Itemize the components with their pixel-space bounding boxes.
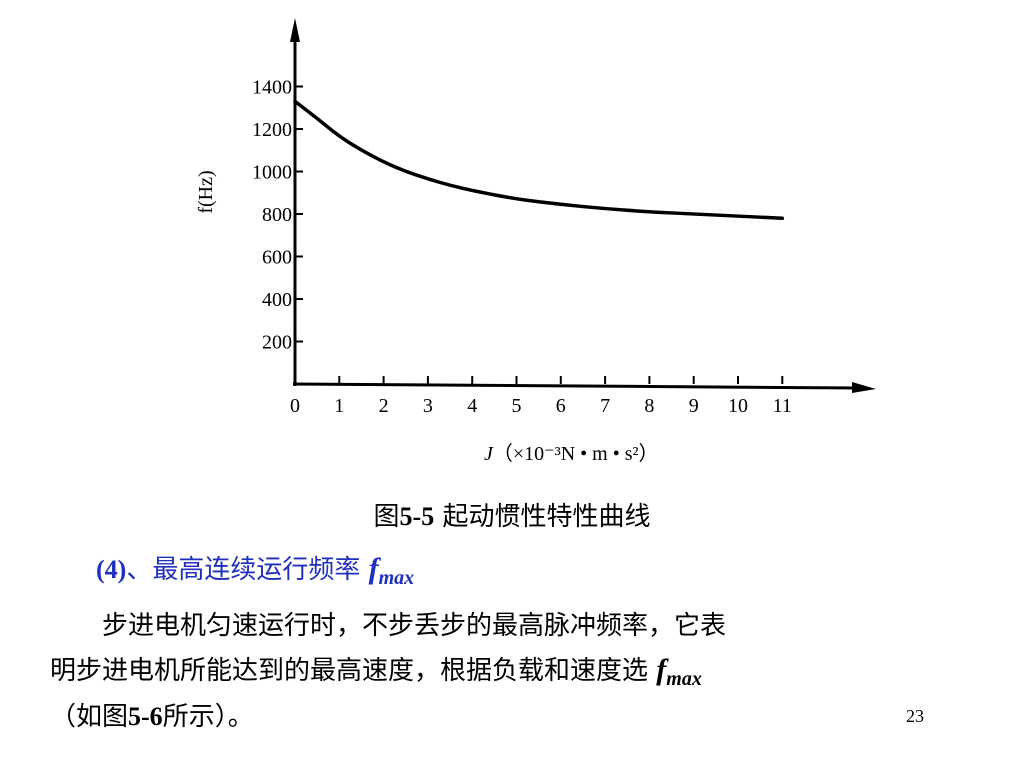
paragraph-line-2-text: 明步进电机所能达到的最高速度，根据负载和速度选 — [50, 656, 657, 686]
figure-caption: 图5-5 起动惯性特性曲线 — [0, 500, 1024, 534]
chart-ticks: 200 400 600 800 1000 1200 1400 0 1 2 3 4 5 6 7 8 9 10 11 — [252, 77, 792, 418]
x-axis-label-var: J — [484, 443, 494, 465]
page-number: 23 — [906, 706, 924, 726]
heading-subscript: max — [378, 567, 415, 589]
x-tick-label: 7 — [600, 395, 610, 417]
paragraph-line-3-close: 所示）。 — [162, 702, 254, 732]
heading-number: (4) — [96, 555, 127, 584]
x-axis-arrow — [852, 382, 876, 393]
x-tick-label: 2 — [379, 395, 389, 417]
x-axis-label-unit: （×10⁻³N • m • s²） — [493, 442, 659, 465]
caption-prefix: 图 — [373, 502, 400, 532]
x-tick-label: 3 — [423, 395, 433, 417]
caption-text: 起动惯性特性曲线 — [434, 502, 651, 532]
heading-symbol: f — [368, 552, 379, 585]
x-tick-label: 4 — [467, 395, 477, 417]
x-axis-label: J（×10⁻³N • m • s²） — [484, 442, 659, 465]
paragraph-symbol: f — [656, 653, 667, 686]
y-tick-label: 400 — [262, 289, 292, 311]
x-tick-label: 9 — [689, 395, 699, 417]
y-tick-label: 1400 — [252, 77, 292, 99]
paragraph-figure-ref: 5-6 — [128, 702, 163, 731]
paragraph-line-1: 步进电机匀速运行时，不步丢步的最高脉冲频率，它表 — [102, 611, 727, 641]
x-tick-label: 5 — [512, 395, 522, 417]
y-tick-label: 200 — [262, 332, 292, 354]
chart-series — [293, 99, 785, 220]
body-paragraph: 步进电机匀速运行时，不步丢步的最高脉冲频率，它表 明步进电机所能达到的最高速度，… — [50, 604, 950, 739]
section-heading: (4)、最高连续运行频率 fmax — [96, 552, 414, 589]
x-tick-label: 6 — [556, 395, 566, 417]
y-axis-label: f(Hz) — [195, 170, 217, 213]
y-tick-label: 1200 — [252, 119, 292, 141]
paragraph-line-2: 明步进电机所能达到的最高速度，根据负载和速度选 fmax — [50, 648, 950, 695]
x-tick-label: 8 — [644, 395, 654, 417]
x-axis — [292, 382, 859, 390]
series-line — [293, 99, 785, 220]
y-tick-label: 1000 — [252, 162, 292, 184]
x-tick-label: 1 — [334, 395, 344, 417]
x-tick-label: 11 — [773, 395, 792, 417]
y-axis-arrow — [290, 18, 300, 42]
chart: 200 400 600 800 1000 1200 1400 0 1 2 3 4 5 6 7 8 9 10 11 f… — [195, 18, 876, 465]
y-tick-label: 600 — [262, 247, 292, 269]
x-tick-label: 0 — [290, 395, 300, 417]
x-tick-label: 10 — [728, 395, 748, 417]
y-tick-label: 800 — [262, 204, 292, 226]
paragraph-line-3-open: （如图 — [50, 702, 129, 732]
paragraph-line-3: （如图5-6所示）。 — [50, 695, 950, 739]
caption-number: 5-5 — [399, 502, 435, 531]
heading-text: 、最高连续运行频率 — [126, 555, 369, 585]
paragraph-subscript: max — [666, 668, 702, 690]
